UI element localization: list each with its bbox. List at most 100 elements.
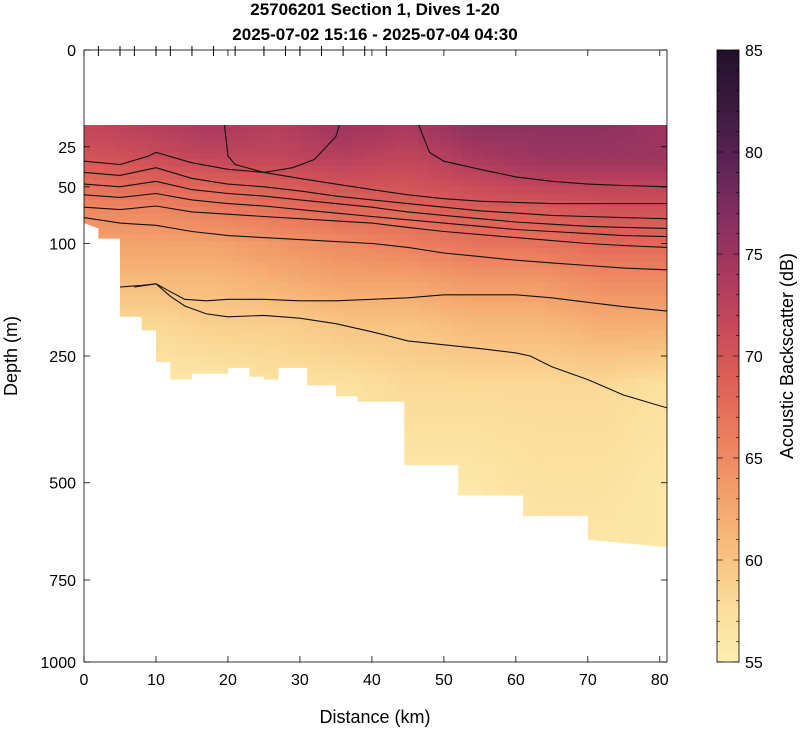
shading-cell xyxy=(321,165,333,174)
contour-line-3 xyxy=(84,151,667,205)
shading-cell xyxy=(591,493,603,502)
shading-cell xyxy=(569,275,582,283)
shading-cell xyxy=(515,357,528,365)
shading-cell xyxy=(310,206,323,215)
shading-cell xyxy=(224,254,236,263)
shading-cell xyxy=(559,370,571,379)
shading-cell xyxy=(353,316,366,324)
shading-cell xyxy=(375,268,387,276)
shading-cell xyxy=(483,159,495,167)
shading-cell xyxy=(591,445,603,454)
shading-cell xyxy=(94,165,107,174)
shading-cell xyxy=(472,275,485,283)
shading-cell xyxy=(472,350,485,358)
shading-cell xyxy=(332,152,344,160)
shading-cell xyxy=(483,295,495,304)
shading-cell xyxy=(191,179,204,188)
shading-cell xyxy=(451,343,463,351)
shading-cell xyxy=(127,261,139,269)
shading-cell xyxy=(472,411,485,420)
shading-cell xyxy=(623,398,636,406)
contour-line-2 xyxy=(418,124,667,188)
shading-cell xyxy=(494,268,506,276)
shading-cell xyxy=(289,131,301,140)
shading-cell xyxy=(472,288,485,297)
shading-cell xyxy=(364,357,377,365)
shading-cell xyxy=(202,145,215,153)
shading-cell xyxy=(505,329,517,338)
shading-cell xyxy=(235,179,247,188)
shading-cell xyxy=(256,336,269,345)
shading-cell xyxy=(94,172,107,181)
shading-cell xyxy=(429,200,441,208)
shading-cell xyxy=(515,343,528,351)
shading-cell xyxy=(267,131,279,140)
shading-cell xyxy=(569,282,582,290)
shading-cell xyxy=(526,404,539,413)
shading-cell xyxy=(213,254,225,263)
shading-cell xyxy=(332,288,344,297)
shading-cell xyxy=(170,316,182,324)
shading-cell xyxy=(343,343,355,351)
shading-cell xyxy=(613,439,625,447)
shading-cell xyxy=(602,404,614,413)
shading-cell xyxy=(224,241,236,249)
shading-cell xyxy=(332,316,344,324)
shading-cell xyxy=(310,179,323,188)
colorbar-tick-label: 65 xyxy=(745,451,763,468)
shading-cell xyxy=(461,282,474,290)
shading-cell xyxy=(515,295,528,304)
shading-cell xyxy=(353,125,366,133)
shading-cell xyxy=(418,452,431,461)
shading-cell xyxy=(224,172,236,181)
shading-cell xyxy=(602,302,614,310)
shading-cell xyxy=(429,459,441,468)
shading-cell xyxy=(170,275,182,283)
shading-cell xyxy=(310,329,323,338)
shading-cell xyxy=(310,172,323,181)
shading-cell xyxy=(656,152,667,160)
shading-cell xyxy=(191,357,204,365)
shading-cell xyxy=(148,213,161,222)
shading-cell xyxy=(515,193,528,201)
shading-cell xyxy=(451,206,463,215)
shading-cell xyxy=(235,282,247,290)
shading-cell xyxy=(472,391,485,399)
shading-cell xyxy=(548,172,560,181)
shading-cell xyxy=(451,288,463,297)
shading-cell xyxy=(137,159,150,167)
shading-cell xyxy=(235,213,247,222)
shading-cell xyxy=(472,254,485,263)
shading-cell xyxy=(137,200,150,208)
shading-cell xyxy=(407,179,420,188)
shading-cell xyxy=(235,165,247,174)
shading-cell xyxy=(461,145,474,153)
shading-cell xyxy=(386,200,398,208)
shading-cell xyxy=(451,432,463,440)
shading-cell xyxy=(580,282,593,290)
shading-cell xyxy=(170,268,182,276)
shading-cell xyxy=(580,288,593,297)
shading-cell xyxy=(213,363,225,372)
shading-cell xyxy=(289,350,301,358)
shading-cell xyxy=(569,234,582,242)
shading-cell xyxy=(656,275,667,283)
shading-cell xyxy=(386,370,398,379)
shading-cell xyxy=(580,309,593,317)
shading-cell xyxy=(245,275,258,283)
shading-cell xyxy=(515,452,528,461)
shading-cell xyxy=(429,268,441,276)
shading-cell xyxy=(440,343,452,351)
shading-cell xyxy=(656,384,667,392)
shading-cell xyxy=(461,329,474,338)
shading-cell xyxy=(569,288,582,297)
shading-cell xyxy=(440,377,452,386)
shading-cell xyxy=(483,261,495,269)
shading-cell xyxy=(613,377,625,386)
shading-cell xyxy=(591,165,603,174)
shading-cell xyxy=(461,247,474,256)
shading-cell xyxy=(159,282,171,290)
shading-cell xyxy=(418,459,431,468)
shading-cell xyxy=(645,227,657,235)
shading-cell xyxy=(116,172,128,181)
